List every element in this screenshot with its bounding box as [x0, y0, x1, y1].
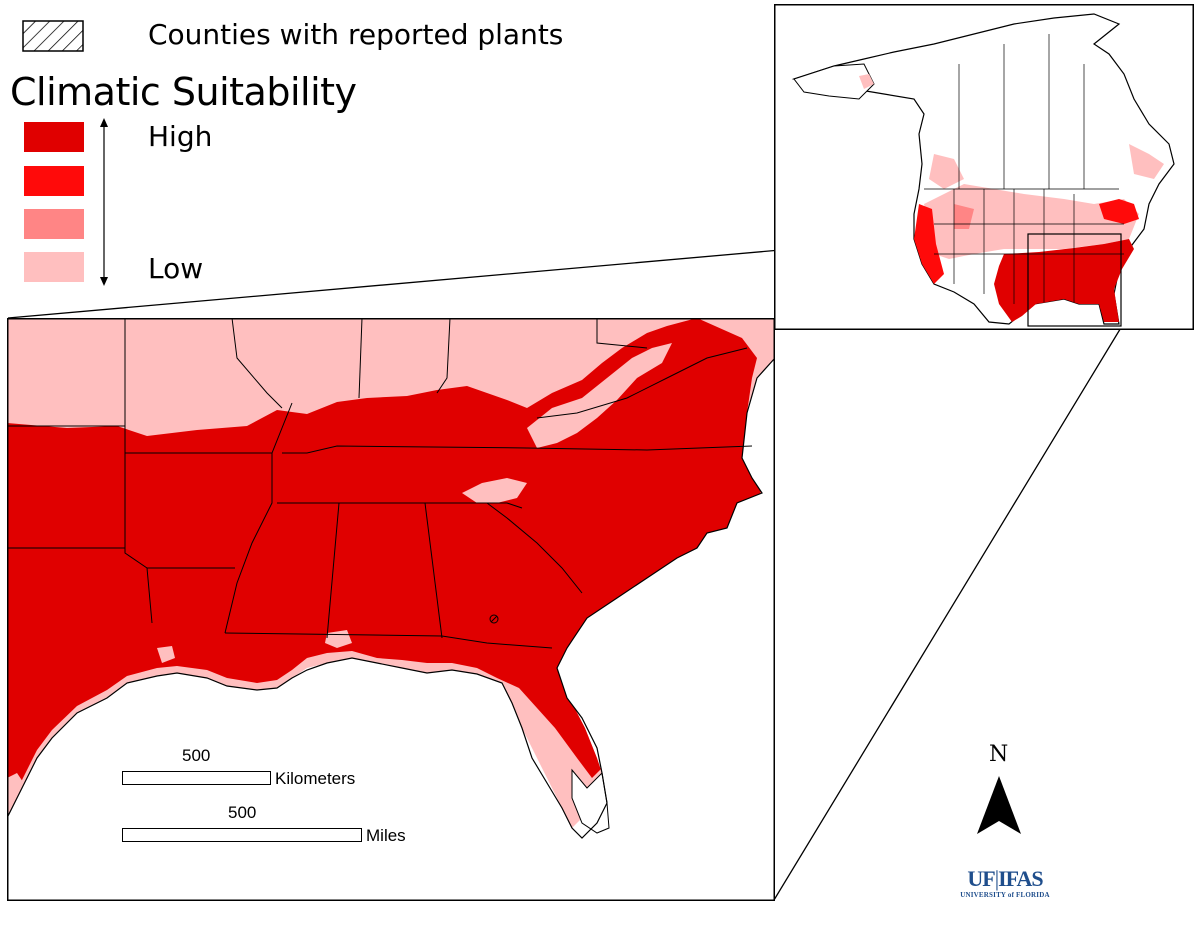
- north-label: N: [989, 742, 1009, 767]
- north-arrow-icon: [977, 776, 1021, 834]
- legend-high-label: High: [148, 120, 213, 153]
- appalachian-low-patch: [527, 343, 672, 448]
- hatch-legend-label: Counties with reported plants: [148, 18, 564, 51]
- appalachian-low-patch-south: [462, 478, 527, 503]
- scale-km-unit: Kilometers: [275, 769, 356, 788]
- scale-mi-value: 500: [228, 803, 257, 822]
- inset-high-northeast: [1099, 199, 1139, 224]
- legend-title: Climatic Suitability: [10, 70, 357, 114]
- inset-low-patch-west: [929, 154, 964, 189]
- inset-high-west-coast: [914, 204, 944, 284]
- swatch-high: [24, 122, 84, 152]
- louisiana-low-patch: [157, 646, 175, 663]
- state-boundaries: [7, 318, 753, 649]
- scale-bar-km: [122, 771, 271, 785]
- hatch-swatch: [22, 20, 84, 52]
- coastline: [7, 357, 775, 839]
- main-map-frame: [7, 318, 775, 901]
- inset-high-southeast: [994, 239, 1134, 322]
- inset-map: [774, 4, 1194, 330]
- scale-bar-miles: [122, 828, 362, 842]
- logo-university: UNIVERSITY of FLORIDA: [960, 891, 1050, 899]
- inset-alaska-low-patch: [859, 74, 874, 89]
- inset-zoom-extent: [1027, 233, 1122, 327]
- inset-low-suitability: [924, 184, 1139, 259]
- inset-alaska: [793, 63, 875, 100]
- scale-km-value: 500: [182, 746, 211, 765]
- reported-county-marker: [489, 614, 499, 624]
- swatch-medium-high: [24, 166, 84, 196]
- inset-boundaries: [924, 34, 1124, 304]
- main-map: [7, 318, 775, 901]
- inset-medium-patch: [954, 204, 974, 229]
- gradient-arrow: [100, 118, 108, 286]
- scale-mi-unit: Miles: [366, 826, 406, 845]
- legend-low-label: Low: [148, 252, 204, 285]
- logo-uf: UF: [967, 866, 995, 891]
- ufifas-logo: UF|IFAS UNIVERSITY of FLORIDA: [955, 866, 1055, 900]
- region-high-suitability: [7, 318, 762, 808]
- logo-ifas: IFAS: [998, 866, 1043, 891]
- atlantic-ocean: [567, 358, 775, 901]
- inset-low-patch-northeast: [1129, 144, 1164, 179]
- swatch-medium-low: [24, 209, 84, 239]
- swatch-low: [24, 252, 84, 282]
